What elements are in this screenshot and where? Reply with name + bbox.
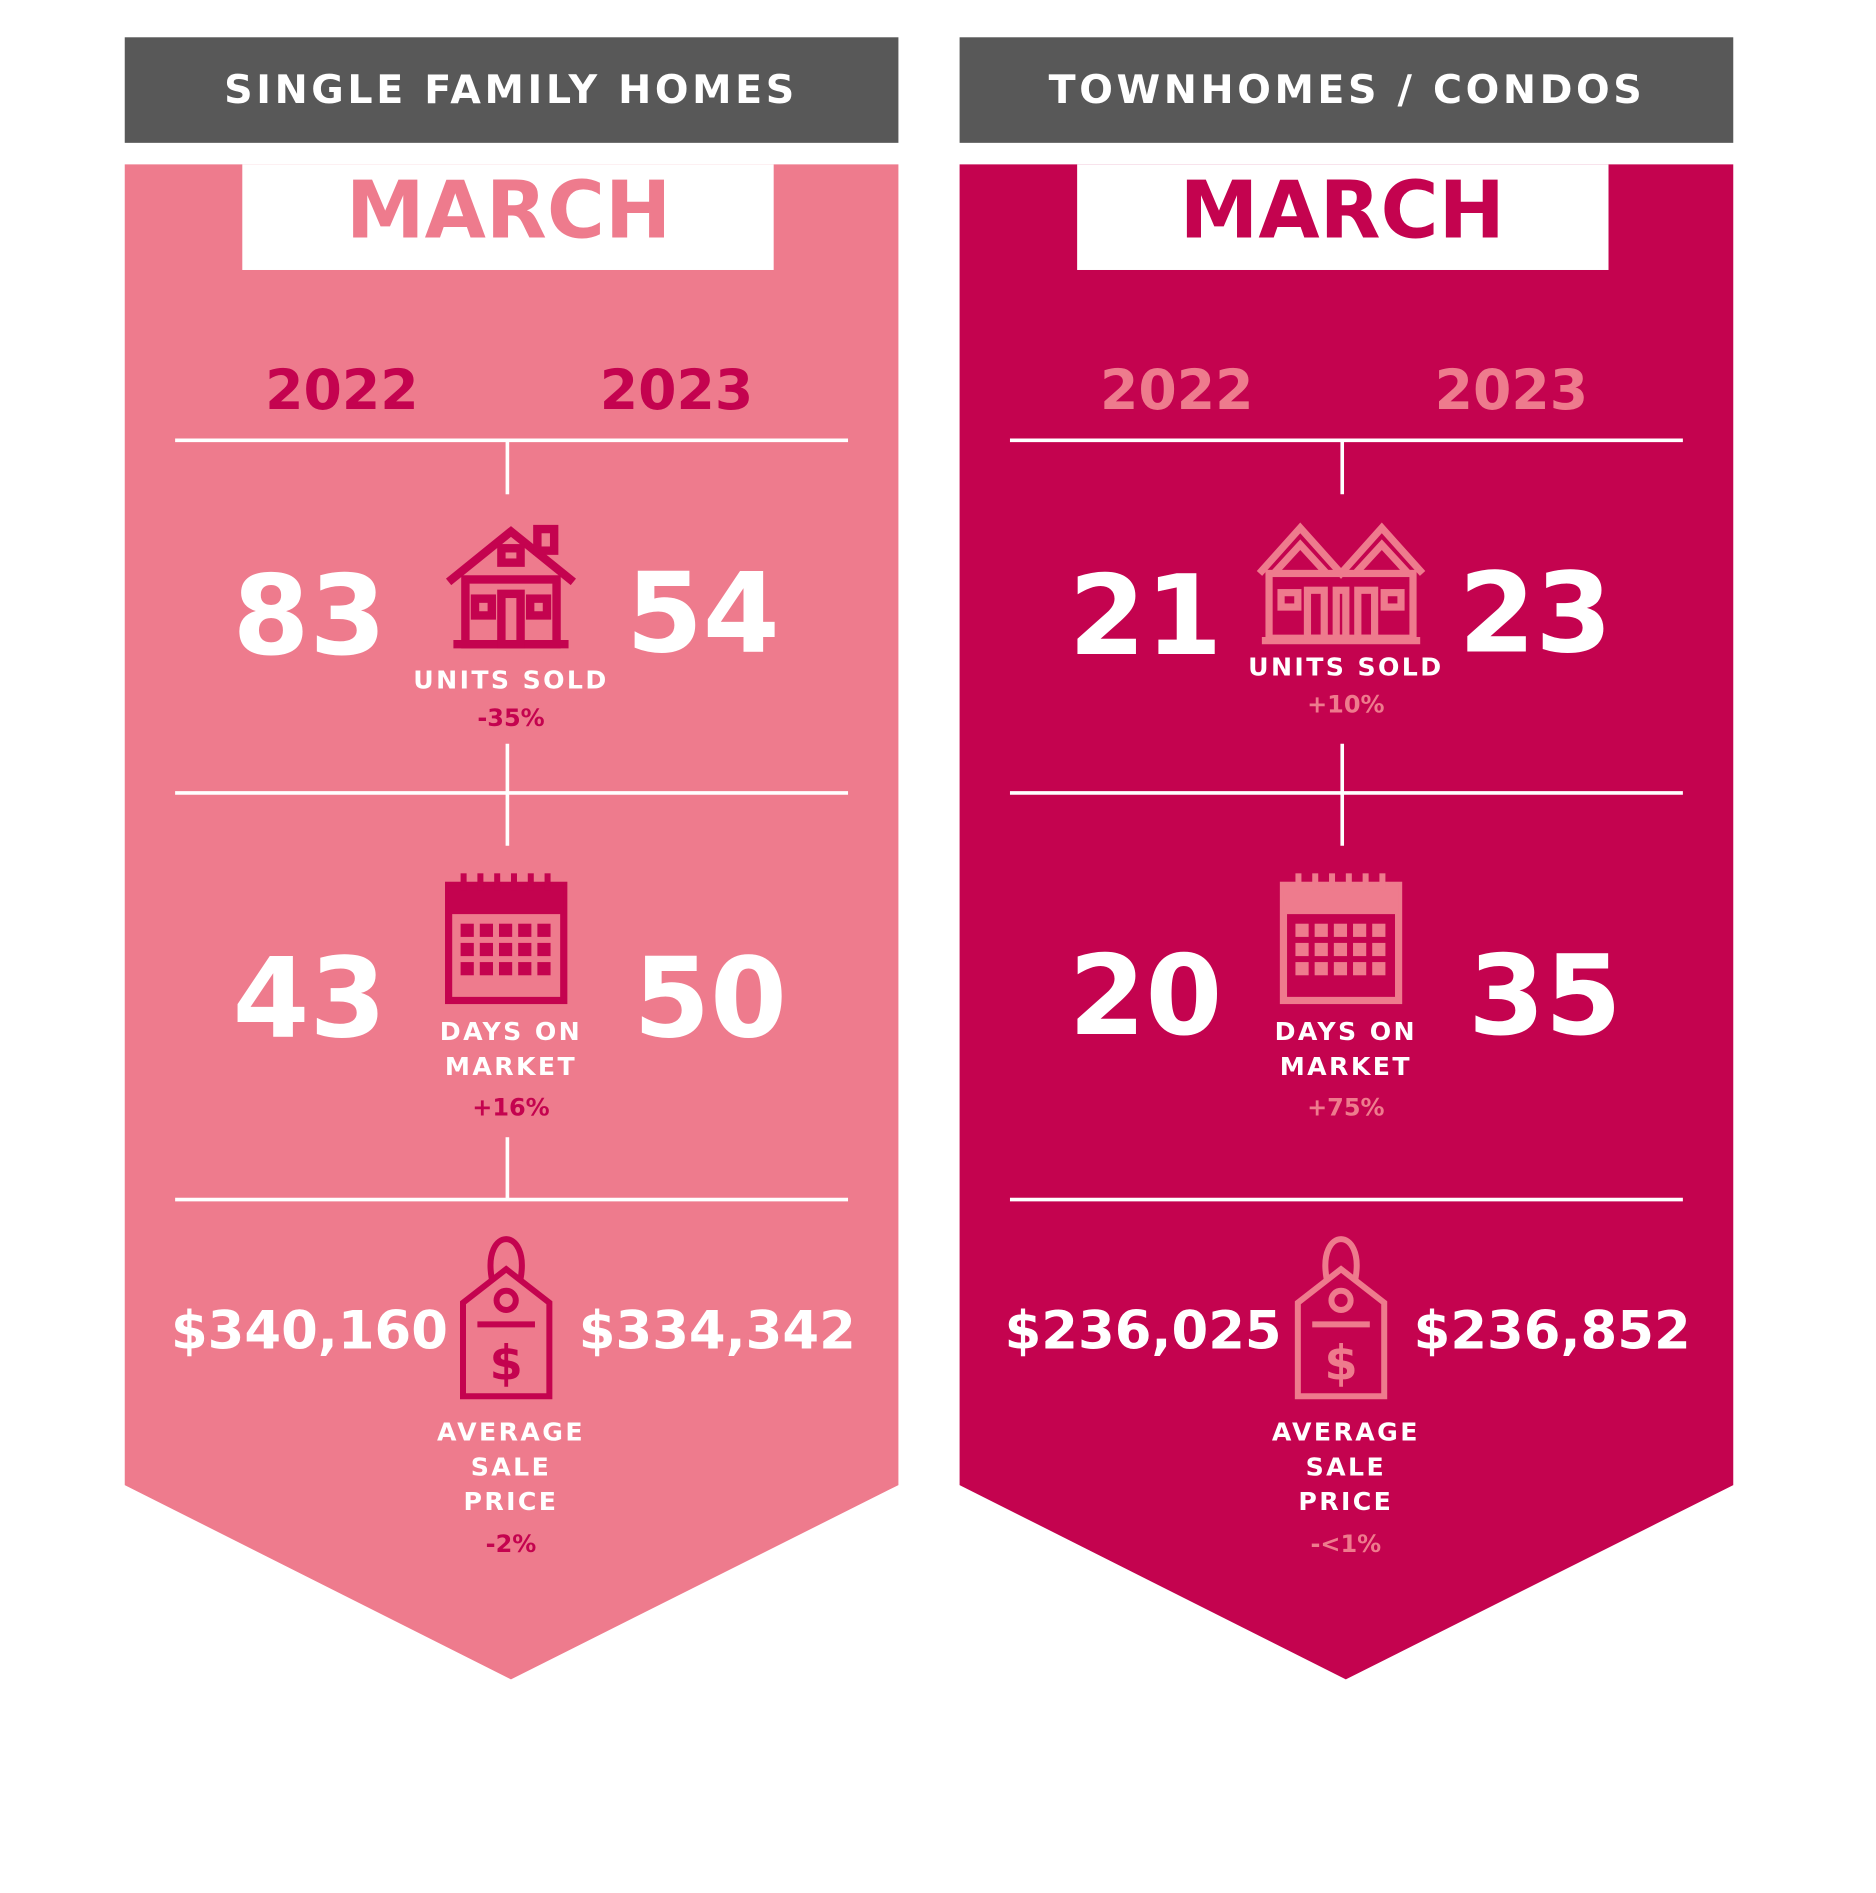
units-sold-2022: 21 <box>1069 553 1223 681</box>
average-sale-price-label-line2: SALE <box>471 1452 551 1481</box>
days-on-market-label-line1: DAYS ON <box>440 1017 582 1046</box>
days-on-market-label-line2: MARKET <box>1280 1052 1412 1081</box>
days-on-market-label-line1: DAYS ON <box>1275 1017 1417 1046</box>
panel-header-bar <box>124 37 899 143</box>
units-sold-change: +10% <box>1307 691 1384 719</box>
price-tag-dollar: $ <box>1324 1336 1357 1392</box>
panel-header-title: TOWNHOMES / CONDOS <box>1049 67 1646 113</box>
average-sale-price-change: -2% <box>486 1530 537 1558</box>
units-sold-2023: 54 <box>626 550 780 678</box>
single-family-panel: SINGLE FAMILY HOMES MARCH 2022 2023 83 5… <box>124 37 899 1680</box>
units-sold-2022: 83 <box>233 553 387 681</box>
year-2023: 2023 <box>1435 359 1589 423</box>
units-sold-2023: 23 <box>1459 550 1613 678</box>
average-sale-price-2022: $236,025 <box>1005 1300 1282 1361</box>
days-on-market-2023: 35 <box>1468 933 1622 1061</box>
divider-lines <box>175 438 849 1202</box>
month-label: MARCH <box>346 165 671 257</box>
units-sold-label: UNITS SOLD <box>1248 652 1443 681</box>
panel-header-bar <box>959 37 1734 143</box>
days-on-market-label-line2: MARKET <box>445 1052 577 1081</box>
year-2022: 2022 <box>265 359 419 423</box>
days-on-market-2022: 43 <box>233 935 387 1063</box>
days-on-market-change: +16% <box>472 1094 549 1122</box>
townhomes-condos-panel: TOWNHOMES / CONDOS MARCH 2022 2023 21 23… <box>959 37 1734 1680</box>
average-sale-price-label-line1: AVERAGE <box>437 1418 585 1447</box>
average-sale-price-label-line2: SALE <box>1306 1452 1386 1481</box>
average-sale-price-label-line3: PRICE <box>1298 1487 1393 1516</box>
month-box <box>242 164 774 270</box>
average-sale-price-label-line3: PRICE <box>464 1487 559 1516</box>
panel-ribbon <box>959 164 1734 1680</box>
divider-lines <box>1009 438 1683 1202</box>
panel-ribbon <box>124 164 899 1680</box>
units-sold-label: UNITS SOLD <box>413 666 608 695</box>
average-sale-price-2022: $340,160 <box>171 1300 448 1361</box>
days-on-market-2022: 20 <box>1069 933 1223 1061</box>
year-2023: 2023 <box>600 359 754 423</box>
average-sale-price-change: -<1% <box>1310 1530 1381 1558</box>
days-on-market-change: +75% <box>1307 1094 1384 1122</box>
month-box <box>1077 164 1609 270</box>
average-sale-price-label-line1: AVERAGE <box>1272 1418 1420 1447</box>
average-sale-price-2023: $334,342 <box>579 1300 856 1361</box>
price-tag-dollar: $ <box>489 1336 522 1392</box>
days-on-market-2023: 50 <box>633 935 787 1063</box>
units-sold-change: -35% <box>477 704 544 732</box>
average-sale-price-2023: $236,852 <box>1414 1300 1691 1361</box>
year-2022: 2022 <box>1100 359 1254 423</box>
panel-header-title: SINGLE FAMILY HOMES <box>224 67 798 113</box>
month-label: MARCH <box>1180 165 1505 257</box>
